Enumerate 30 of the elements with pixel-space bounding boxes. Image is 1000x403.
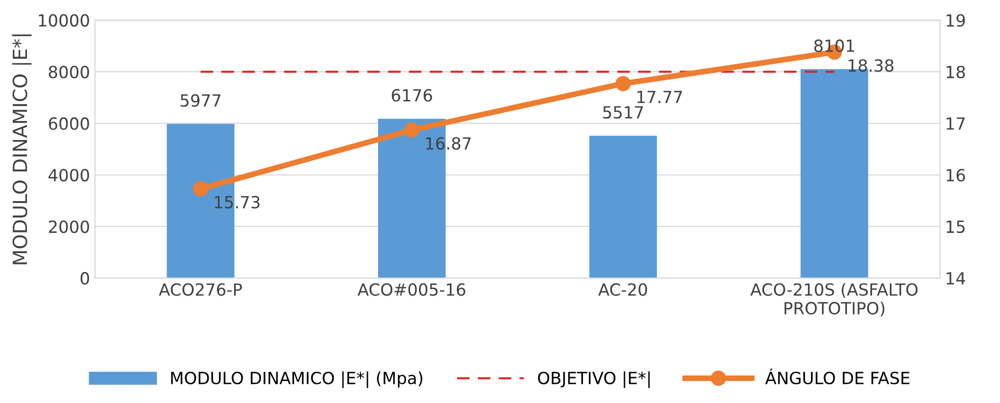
legend-label: ÁNGULO DE FASE — [765, 368, 910, 384]
bar — [589, 136, 657, 278]
x-tick-label: ACO-210S (ASFALTO PROTOTIPO) — [750, 282, 918, 316]
y-tick-label: 4000 — [48, 168, 90, 182]
point — [615, 76, 631, 92]
data-label: 5977 — [180, 94, 220, 107]
y-axis-title: MODULO DINAMICO |E*| — [12, 34, 32, 264]
data-label: 5517 — [603, 106, 643, 119]
y2-tick-label: 19 — [946, 14, 965, 27]
x-tick-label: ACO#005-16 — [358, 283, 466, 296]
y-tick-label: 6000 — [48, 117, 90, 130]
point — [192, 181, 208, 196]
data-label: 18.38 — [848, 59, 894, 72]
y-tick-label: 2000 — [48, 220, 90, 234]
legend-label: OBJETIVO |E*| — [538, 371, 650, 388]
point — [404, 122, 420, 138]
y-tick-label: 10000 — [38, 14, 90, 27]
y2-tick-label: 17 — [946, 118, 965, 130]
y2-tick-label: 18 — [946, 66, 965, 78]
y2-tick-label: 16 — [946, 168, 966, 182]
legend-label: MODULO DINAMICO |E*| (Mpa) — [171, 371, 422, 388]
y-tick-label: 8000 — [48, 66, 90, 78]
data-label: 17.77 — [637, 90, 682, 104]
x-tick-label: ACO276-P — [158, 283, 242, 296]
y2-tick-label: 15 — [946, 220, 965, 234]
x-tick-label: AC-20 — [598, 283, 648, 296]
data-label: 8101 — [814, 39, 854, 52]
y2-tick-label: 14 — [946, 272, 966, 284]
data-label: 6176 — [392, 89, 432, 102]
y-tick-label: 0 — [80, 272, 90, 285]
